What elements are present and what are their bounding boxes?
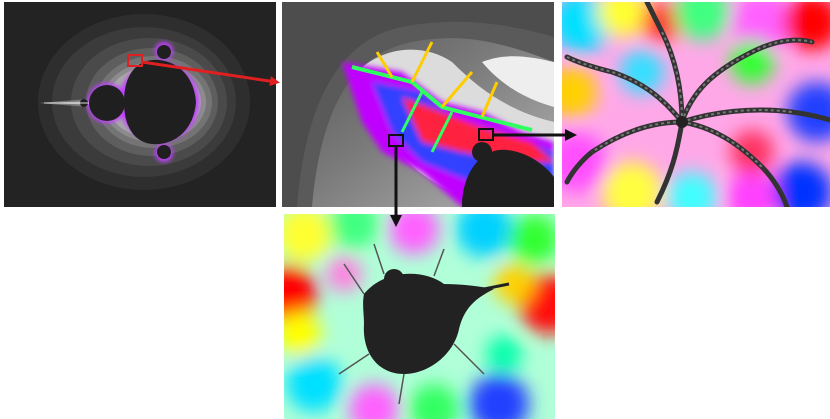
zoom-panel-minibrot bbox=[284, 214, 555, 419]
zoom-panel-spiral bbox=[562, 2, 830, 207]
zoom-panel-1 bbox=[282, 2, 554, 207]
mandelbrot-overview-panel bbox=[4, 2, 276, 207]
zoom-box-red bbox=[127, 54, 143, 67]
